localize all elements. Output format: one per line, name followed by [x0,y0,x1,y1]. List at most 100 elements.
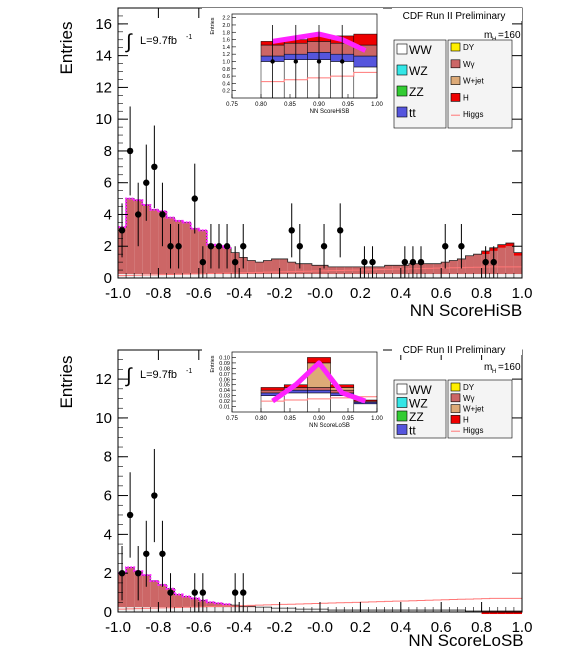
histogram-bar [126,567,135,612]
inset-data-point [316,59,322,64]
histogram-bar-ww [150,274,159,278]
inset-x-tick-label: 0.75 [226,102,238,108]
inset-y-tick-label: 2.2 [222,16,230,22]
data-point [135,211,142,218]
histogram-bar-ww [311,274,320,278]
histogram-bar [336,266,345,278]
y-tick-label: 0 [104,604,112,621]
histogram-bar-ww [279,608,288,612]
data-point [223,243,231,250]
legend-swatch-wz [396,64,408,76]
mass-label: m [484,30,492,41]
luminosity-exponent: -1 [186,34,192,41]
data-point [143,179,150,186]
legend-label-wjet: W+jet [463,77,484,86]
inset-y-tick-label: 0.8 [222,67,230,73]
histogram-bar-ww [142,274,151,278]
histogram-bar-ww [126,607,135,612]
inset-bar-ww [353,66,378,99]
histogram-bar-ww [408,610,417,612]
data-point [240,243,247,250]
x-tick-label: 0.6 [431,619,452,636]
inset-x-tick-label: 0.90 [313,102,325,108]
histogram-bar-ww [344,610,353,612]
histogram-bar [279,258,288,278]
histogram-bar-ww [352,274,361,278]
histogram-bar-h [497,244,506,248]
inset-x-tick-label: 0.85 [284,416,296,422]
run-label: CDF Run II Preliminary [403,11,506,22]
data-point [337,227,344,234]
histogram-bar-ww [174,274,183,278]
y-tick-label: 12 [95,371,112,388]
histogram-bar-h [497,611,506,615]
data-point [296,243,303,250]
histogram-bar [311,265,320,278]
x-tick-label: 0.4 [390,285,411,302]
histogram-bar [497,244,506,278]
y-tick-label: 0 [104,270,112,287]
histogram-bar [352,266,361,278]
histogram-bar-ww [255,274,264,278]
histogram-bar-ww [255,607,264,612]
legend-label-h: H [463,415,469,424]
legend-label-wgamma: Wγ [463,394,475,403]
x-tick-label: -0.0 [307,285,333,302]
inset-y-tick-label: 0.02 [219,399,230,405]
data-point [135,569,142,577]
legend-swatch-ttbar [396,424,408,435]
legend-label-higgs: Higgs [463,110,483,119]
legend-label-wgamma: Wγ [463,60,475,69]
data-point [159,550,166,557]
histogram-bar [247,260,256,278]
legend-swatch-wz [396,397,408,408]
x-tick-label: -1.0 [105,619,131,636]
x-tick-label: 0.4 [390,619,411,636]
legend-swatch-dy [450,42,461,52]
histogram-bar [344,266,353,278]
histogram-bar-ww [158,607,167,612]
inset-data-point [293,59,298,64]
histogram-bar-ww [206,274,215,278]
histogram-bar [150,209,159,278]
data-point [458,243,465,250]
legend-swatch-zz [396,410,408,422]
histogram-bar-ww [320,609,329,612]
data-point [288,227,295,234]
mass-label: m [484,362,492,373]
inset-x-tick-label: 1.00 [371,416,383,422]
histogram-bar-ww [441,274,450,278]
histogram-bar-ww [190,274,199,278]
y-tick-label: 6 [104,488,112,505]
inset-uncertainty-band [271,360,367,404]
inset-frame [231,351,378,413]
data-point [409,258,417,266]
data-point [199,258,207,266]
histogram-bar [441,262,450,278]
legend-label-dy: DY [463,43,475,52]
histogram-bar [465,255,474,278]
inset-bar-ww [283,392,308,413]
x-tick-label: 0.8 [471,285,492,302]
data-point [126,511,134,519]
histogram-bar [384,265,393,278]
legend-swatch-wjet [450,404,461,413]
mass-value: =160 [498,30,521,41]
histogram-bar [320,265,329,278]
legend-label-h: H [463,93,469,102]
inset-bar-ttbar [307,389,331,394]
histogram-bar-ww [416,610,426,612]
histogram-bar [513,252,522,278]
inset-bar-h [330,384,355,388]
histogram-bar [142,575,151,612]
histogram-bar-ww [166,274,175,278]
histogram-bar-ww [142,607,151,612]
integral-symbol: ∫ [125,31,133,53]
inset-y-tick-label: 1.6 [222,38,230,44]
legend-swatch-ttbar [396,106,408,118]
mass-value: =160 [498,362,521,373]
histogram-bar-ww [441,610,450,612]
histogram-bar [449,260,458,278]
histogram-bar-ww [239,274,248,278]
histogram-bar [505,243,514,278]
